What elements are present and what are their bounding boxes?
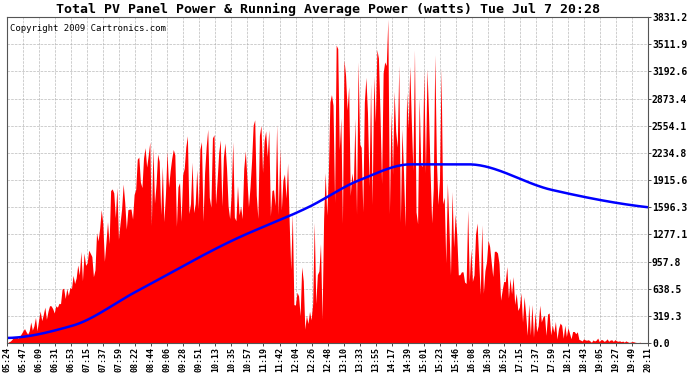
Title: Total PV Panel Power & Running Average Power (watts) Tue Jul 7 20:28: Total PV Panel Power & Running Average P… xyxy=(55,3,600,16)
Text: Copyright 2009 Cartronics.com: Copyright 2009 Cartronics.com xyxy=(10,24,166,33)
